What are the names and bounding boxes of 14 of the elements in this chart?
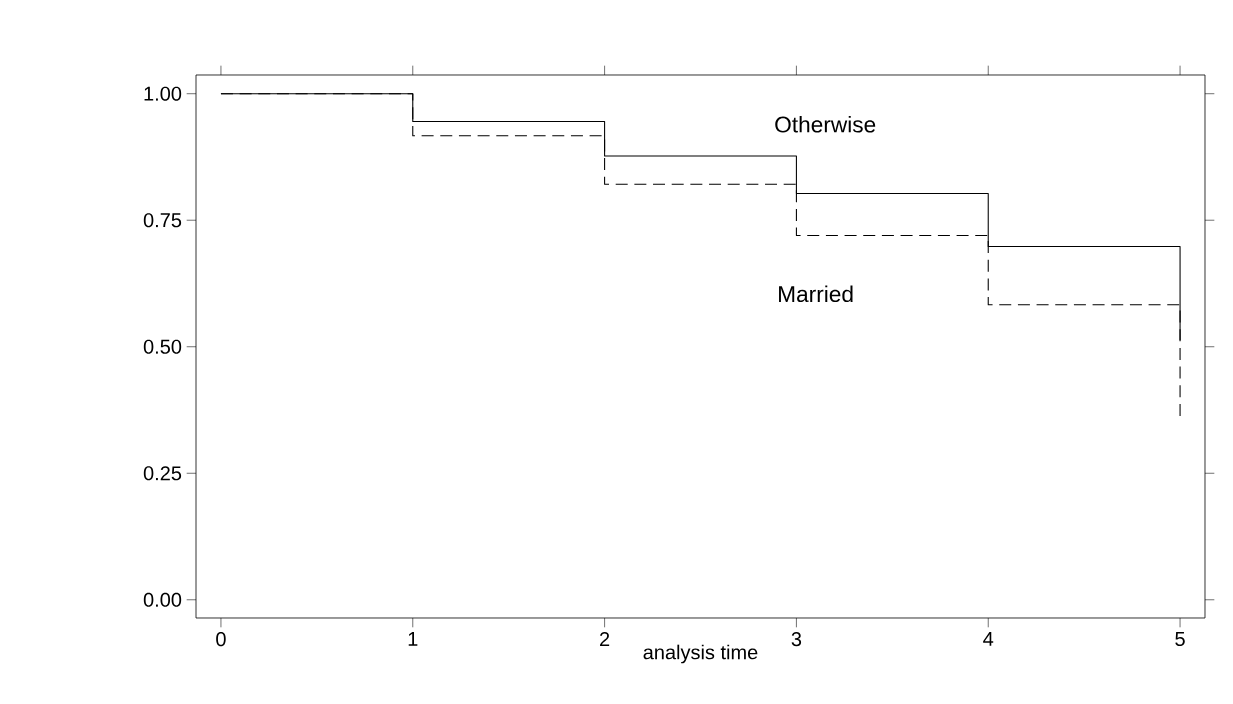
- y-tick-label: 0.75: [143, 213, 182, 228]
- text: Married: [779, 285, 853, 303]
- y-tick-label: 0.00: [143, 592, 182, 607]
- x-tick-label: 4: [983, 632, 994, 646]
- y-tick-label: 1.00: [144, 86, 182, 101]
- x-axis-title: analysis time: [643, 644, 758, 664]
- series-label: Otherwise: [775, 115, 876, 133]
- y-tick-label: 0.25: [143, 466, 182, 481]
- x-tick-label: 0: [216, 632, 226, 647]
- x-tick-label: 5: [1175, 632, 1185, 646]
- x-tick-label: 1: [408, 632, 418, 646]
- x-tick-label: 3: [791, 632, 802, 647]
- x-tick-label: 2: [600, 632, 610, 646]
- y-tick-label: 0.50: [143, 339, 182, 354]
